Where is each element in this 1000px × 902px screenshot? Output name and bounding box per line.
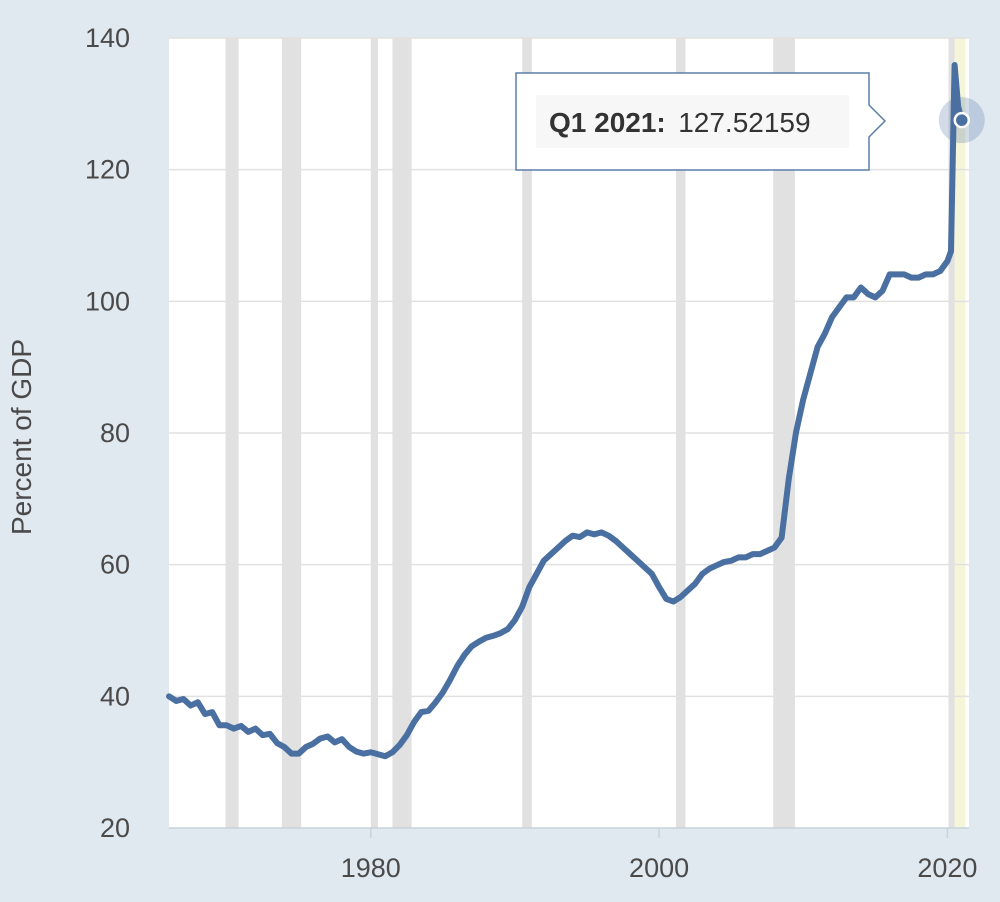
y-tick-label: 100 xyxy=(85,286,130,316)
y-tick-label: 40 xyxy=(100,681,130,711)
tooltip-inner xyxy=(536,95,849,148)
series-line[interactable] xyxy=(166,61,965,760)
x-axis-ticks: 1980 2000 2020 xyxy=(341,828,977,883)
hover-layer xyxy=(938,97,985,144)
x-tick-label: 2000 xyxy=(629,853,689,883)
y-tick-label: 120 xyxy=(85,155,130,185)
y-tick-label: 140 xyxy=(85,23,130,53)
y-axis-ticks: 20 40 60 80 100 120 140 xyxy=(85,23,130,843)
tooltip-date: Q1 2021: xyxy=(549,107,666,138)
y-tick-label: 20 xyxy=(100,813,130,843)
x-tick-label: 2020 xyxy=(917,853,977,883)
y-tick-label: 60 xyxy=(100,550,130,580)
tooltip: Q1 2021: 127.52159 xyxy=(515,72,887,171)
tooltip-text: Q1 2021: 127.52159 xyxy=(549,107,811,138)
tooltip-value: 127.52159 xyxy=(678,107,810,138)
hover-point[interactable] xyxy=(953,111,971,129)
x-tick-label: 1980 xyxy=(341,853,401,883)
series-layer xyxy=(166,61,965,760)
y-tick-label: 80 xyxy=(100,418,130,448)
y-axis-title: Percent of GDP xyxy=(6,339,37,535)
